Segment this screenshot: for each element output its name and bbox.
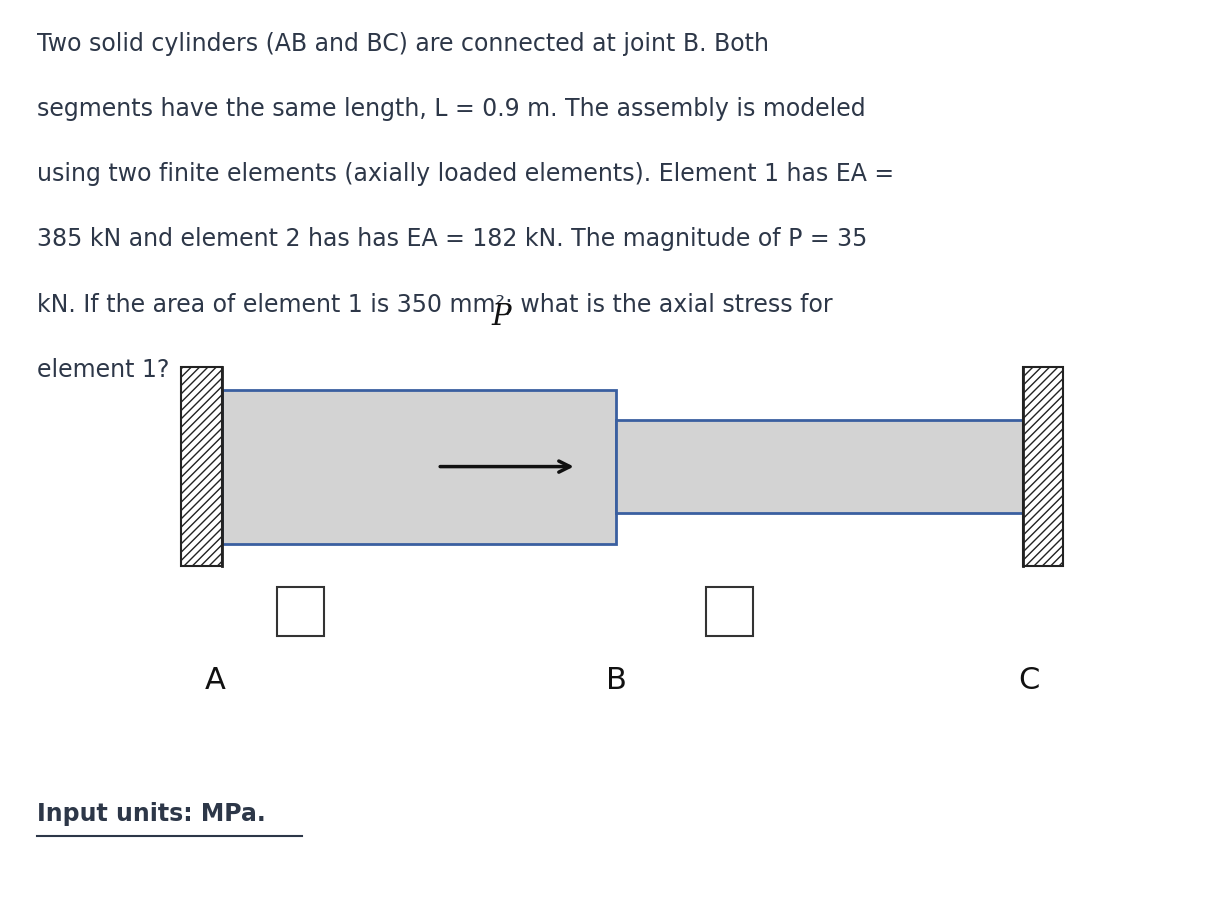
Text: Two solid cylinders (AB and BC) are connected at joint B. Both: Two solid cylinders (AB and BC) are conn… xyxy=(37,32,769,55)
Text: segments have the same length, L = 0.9 m. The assembly is modeled: segments have the same length, L = 0.9 m… xyxy=(37,97,866,120)
Text: P: P xyxy=(492,303,510,331)
Text: 385 kN and element 2 has has EA = 182 kN. The magnitude of P = 35: 385 kN and element 2 has has EA = 182 kN… xyxy=(37,227,867,251)
Bar xyxy=(616,420,1023,513)
Bar xyxy=(222,390,616,544)
Text: 2: 2 xyxy=(723,602,737,622)
Text: using two finite elements (axially loaded elements). Element 1 has EA =: using two finite elements (axially loade… xyxy=(37,162,894,186)
Text: element 1?: element 1? xyxy=(37,358,169,381)
Text: Input units: MPa.: Input units: MPa. xyxy=(37,802,266,825)
Text: C: C xyxy=(1018,666,1040,695)
Text: A: A xyxy=(206,666,225,695)
Text: kN. If the area of element 1 is 350 mm²; what is the axial stress for: kN. If the area of element 1 is 350 mm²;… xyxy=(37,293,833,316)
Bar xyxy=(277,587,324,636)
Text: B: B xyxy=(606,666,626,695)
Bar xyxy=(181,367,222,566)
Bar xyxy=(706,587,753,636)
Text: 1: 1 xyxy=(293,602,308,622)
Bar xyxy=(1023,367,1063,566)
